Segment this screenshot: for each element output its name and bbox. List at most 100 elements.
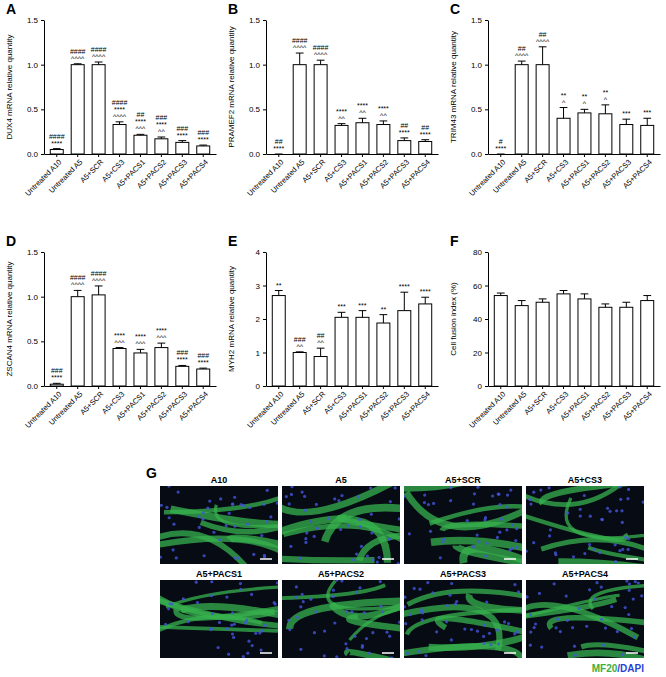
- tick-mark: [41, 341, 44, 342]
- fiber: [549, 618, 644, 629]
- nucleus: [633, 636, 636, 639]
- nucleus: [164, 623, 167, 626]
- significance: ####: [91, 46, 107, 53]
- error-bar: [275, 291, 283, 296]
- nucleus: [449, 499, 452, 502]
- nucleus: [335, 655, 338, 658]
- nucleus: [604, 626, 607, 629]
- bar: [155, 348, 168, 386]
- significance: ^^: [317, 339, 324, 346]
- bar: [335, 125, 348, 154]
- fiber: [408, 591, 522, 605]
- error-bar: [379, 121, 387, 125]
- nucleus: [615, 509, 618, 512]
- nucleus: [305, 531, 308, 534]
- nucleus: [532, 491, 535, 494]
- tick: A5+PACS4: [177, 154, 210, 190]
- tick-mark: [41, 154, 44, 155]
- axis-line: [266, 21, 267, 155]
- significance: **: [276, 282, 282, 289]
- nucleus: [565, 594, 568, 597]
- nucleus: [177, 490, 180, 493]
- nucleus: [450, 582, 453, 585]
- nucleus: [593, 548, 596, 551]
- nucleus: [345, 610, 348, 613]
- plot-marks: [494, 291, 653, 386]
- significance: ###: [51, 367, 63, 374]
- tick-mark: [383, 154, 384, 157]
- nucleus: [600, 518, 603, 521]
- image-label: A10: [211, 475, 228, 485]
- error-stem: [320, 60, 321, 64]
- fiber: [359, 535, 400, 560]
- tick: 60: [473, 282, 488, 291]
- nucleus: [484, 516, 487, 519]
- nucleus: [208, 499, 211, 502]
- error-cap: [137, 349, 145, 350]
- nucleus: [583, 552, 586, 555]
- nucleus: [370, 513, 373, 516]
- significance: ####: [49, 133, 65, 140]
- error-cap: [601, 104, 609, 105]
- significance: ^: [604, 96, 608, 103]
- x-axis: Untreated A10Untreated A5A5+SCRA5+CS3A5+…: [245, 154, 438, 198]
- tick: A5+PACS4: [621, 154, 654, 190]
- error-bar: [581, 294, 589, 299]
- nucleus: [472, 502, 475, 505]
- error-bar: [539, 299, 547, 302]
- tick-label: 20: [473, 349, 482, 358]
- nucleus: [497, 493, 500, 496]
- nucleus: [301, 593, 304, 596]
- axis-line: [488, 21, 489, 155]
- panel-letter: C: [450, 1, 460, 17]
- nucleus: [357, 495, 360, 498]
- significance: ##: [539, 31, 547, 38]
- nucleus: [276, 581, 278, 584]
- nucleus: [290, 486, 293, 488]
- nucleus: [285, 495, 288, 498]
- panel-letter: A: [6, 1, 16, 17]
- bar: [419, 141, 432, 154]
- error-cap: [296, 53, 304, 54]
- error-bar: [199, 145, 207, 147]
- nucleus: [429, 530, 432, 533]
- nucleus: [209, 628, 212, 631]
- bar: [620, 307, 633, 386]
- tick: 0.0: [471, 150, 488, 159]
- tick-label: A5+PACS4: [621, 390, 654, 423]
- nucleus: [497, 493, 500, 496]
- bar: [92, 65, 105, 154]
- nucleus: [290, 493, 293, 496]
- nucleus: [515, 546, 518, 549]
- error-cap: [157, 343, 165, 344]
- tick: 40: [473, 315, 488, 324]
- fiber: [404, 486, 494, 488]
- nucleus: [588, 588, 591, 591]
- nucleus: [231, 502, 234, 505]
- nucleus: [323, 629, 326, 632]
- nucleus: [210, 580, 213, 583]
- tick-label: 0: [256, 382, 261, 391]
- error-cap: [116, 347, 124, 348]
- significance: **: [582, 93, 588, 100]
- image-label: A5+PACS4: [562, 569, 608, 579]
- tick-mark: [341, 386, 342, 389]
- scale-bar: [504, 558, 516, 560]
- significance: ###: [197, 129, 209, 136]
- error-bar: [74, 290, 82, 296]
- nucleus: [585, 625, 588, 628]
- nucleus: [408, 532, 411, 535]
- bar: [356, 317, 369, 386]
- nucleus: [358, 518, 361, 521]
- tick-label: A5+PACS4: [399, 158, 432, 191]
- nucleus: [628, 582, 631, 585]
- tick-label: 1.0: [471, 61, 483, 70]
- x-axis: Untreated A10Untreated A5A5+SCRA5+CS3A5+…: [245, 386, 438, 430]
- nucleus: [304, 509, 307, 512]
- tick-mark: [41, 65, 44, 66]
- tick-mark: [485, 65, 488, 66]
- bar: [92, 295, 105, 386]
- significance: ****: [135, 333, 146, 340]
- nucleus: [472, 545, 475, 548]
- nucleus: [264, 624, 267, 627]
